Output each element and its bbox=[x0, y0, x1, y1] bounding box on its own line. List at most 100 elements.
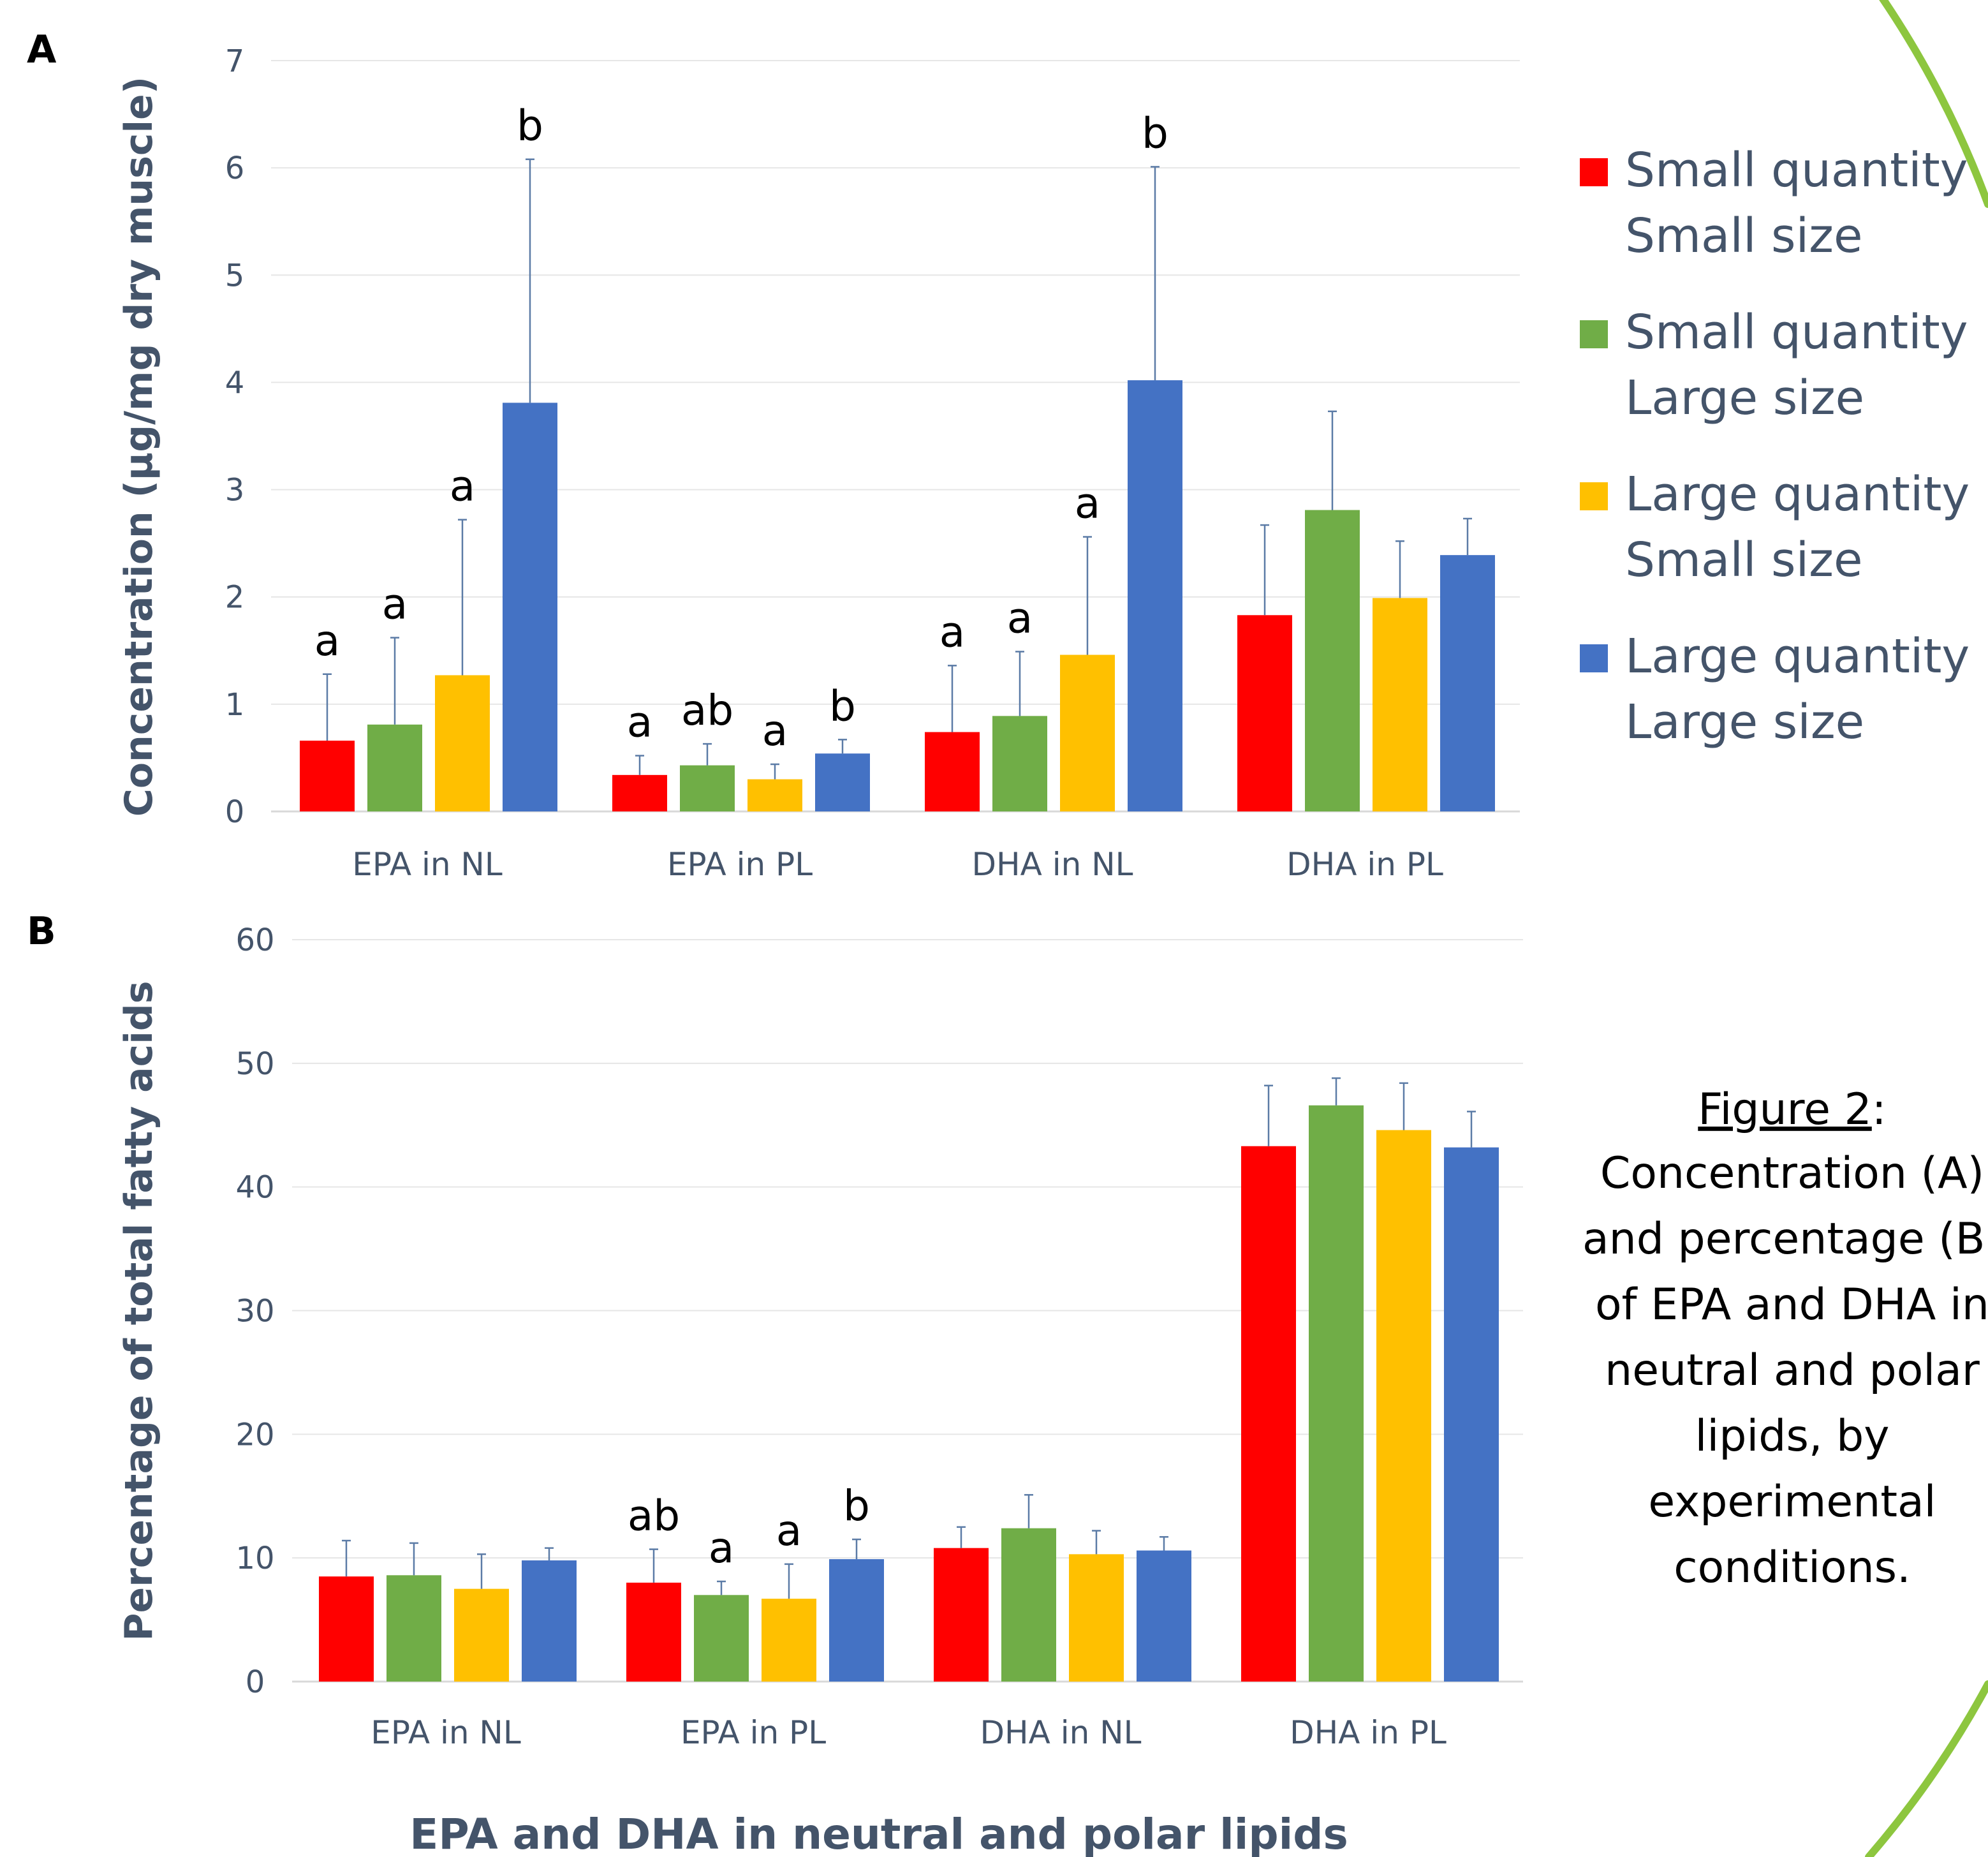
chart-b-bar bbox=[1241, 1146, 1296, 1682]
chart-a-y-tick-label: 6 bbox=[225, 151, 245, 186]
caption-line: experimental bbox=[1648, 1477, 1936, 1527]
chart-a-significance-label: a bbox=[450, 462, 475, 511]
legend-swatch bbox=[1580, 482, 1608, 510]
chart-a-bar bbox=[1128, 380, 1182, 811]
chart-a-significance-label: ab bbox=[681, 686, 733, 735]
legend-swatch bbox=[1580, 158, 1608, 186]
chart-b-y-tick-label: 40 bbox=[235, 1170, 274, 1206]
chart-b-significance-label: b bbox=[843, 1481, 870, 1530]
chart-b-y-tick-label: 0 bbox=[246, 1664, 265, 1700]
chart-a-bar bbox=[435, 675, 490, 811]
caption-line: conditions. bbox=[1674, 1543, 1910, 1593]
caption-title: Figure 2: bbox=[1698, 1084, 1886, 1135]
legend-label: Large size bbox=[1625, 371, 1864, 425]
chart-a-bar bbox=[612, 774, 667, 811]
chart-a-significance-label: a bbox=[382, 580, 408, 629]
chart-b-bar bbox=[1376, 1130, 1431, 1682]
caption-line: Concentration (A) bbox=[1600, 1148, 1984, 1199]
caption-title-colon: : bbox=[1872, 1084, 1887, 1135]
chart-a-bar bbox=[1373, 598, 1427, 811]
chart-b-bar bbox=[694, 1595, 749, 1682]
legend-label: Small quantity bbox=[1625, 305, 1968, 360]
chart-b-x-ticks: EPA in NL EPA in PL DHA in NL DHA in PL bbox=[371, 1714, 1447, 1751]
chart-b-bars: aba ab bbox=[319, 1077, 1499, 1682]
caption-line: lipids, by bbox=[1695, 1411, 1889, 1461]
chart-a-significance-label: b bbox=[1142, 108, 1168, 158]
panel-a-label: A bbox=[27, 27, 57, 72]
chart-b-bar bbox=[454, 1588, 509, 1682]
decorative-green-arc bbox=[1865, 0, 1988, 1857]
chart-a-x-tick-label: DHA in NL bbox=[972, 846, 1133, 883]
legend-swatch bbox=[1580, 320, 1608, 348]
legend-label: Large quantity bbox=[1625, 467, 1970, 522]
chart-b-y-tick-label: 30 bbox=[235, 1294, 274, 1329]
chart-a-significance-label: a bbox=[762, 706, 788, 755]
chart-b-bar bbox=[387, 1575, 441, 1682]
chart-a-bar bbox=[747, 779, 802, 811]
chart-a-x-ticks: EPA in NL EPA in PL DHA in NL DHA in PL bbox=[352, 846, 1443, 883]
chart-a-y-axis-title: Concentration (µg/mg dry muscle) bbox=[117, 77, 161, 817]
chart-b-y-axis-title: Percentage of total fatty acids bbox=[117, 981, 161, 1641]
chart-a-bar bbox=[992, 716, 1047, 811]
chart-a-x-tick-label: DHA in PL bbox=[1286, 846, 1443, 883]
chart-b-y-tick-label: 60 bbox=[235, 922, 274, 958]
chart-b-bar bbox=[1001, 1528, 1056, 1682]
chart-b-bar bbox=[1444, 1147, 1499, 1682]
chart-b-x-tick-label: EPA in PL bbox=[681, 1714, 826, 1751]
chart-a-x-tick-label: EPA in PL bbox=[667, 846, 813, 883]
legend-label: Small quantity bbox=[1625, 143, 1968, 198]
chart-a-significance-label: a bbox=[1007, 593, 1033, 642]
chart-b-x-tick-label: DHA in NL bbox=[980, 1714, 1142, 1751]
chart-a-x-tick-label: EPA in NL bbox=[352, 846, 503, 883]
chart-a-bar bbox=[1305, 510, 1360, 811]
chart-a-bar bbox=[1060, 655, 1115, 811]
chart-b-bar bbox=[1309, 1105, 1364, 1682]
chart-b-x-tick-label: DHA in PL bbox=[1290, 1714, 1447, 1751]
panel-b-label: B bbox=[27, 909, 56, 954]
chart-a-y-tick-label: 5 bbox=[225, 258, 245, 293]
chart-a-bar bbox=[367, 724, 422, 811]
chart-b-bar bbox=[522, 1560, 577, 1682]
chart-a-significance-label: a bbox=[1075, 479, 1100, 528]
caption-line: and percentage (B) bbox=[1582, 1214, 1988, 1264]
chart-a-bar bbox=[815, 753, 870, 811]
chart-a-y-tick-label: 4 bbox=[225, 365, 245, 401]
caption-line: neutral and polar bbox=[1605, 1345, 1980, 1396]
chart-a-bar bbox=[1440, 555, 1495, 811]
chart-a-y-tick-label: 1 bbox=[225, 687, 245, 723]
chart-b-bar bbox=[762, 1599, 816, 1682]
chart-b-bar bbox=[1069, 1554, 1124, 1682]
chart-a-bar bbox=[1237, 615, 1292, 811]
chart-b-significance-label: ab bbox=[628, 1491, 680, 1541]
chart-a-bar bbox=[680, 765, 735, 811]
chart-b-bar bbox=[934, 1548, 989, 1682]
chart-a-bar bbox=[503, 403, 557, 811]
chart-b-bar bbox=[829, 1559, 884, 1682]
chart-b-bar bbox=[626, 1582, 681, 1682]
chart-b-y-tick-label: 20 bbox=[235, 1417, 274, 1453]
legend-swatch bbox=[1580, 644, 1608, 672]
chart-a-significance-label: a bbox=[939, 607, 965, 656]
chart-a-y-tick-label: 2 bbox=[225, 580, 245, 616]
x-axis-title: EPA and DHA in neutral and polar lipids bbox=[409, 1810, 1348, 1857]
figure-caption: Figure 2: Concentration (A) and percenta… bbox=[1582, 1084, 1988, 1593]
legend-label: Small size bbox=[1625, 533, 1863, 588]
chart-a-significance-label: a bbox=[314, 616, 340, 665]
chart-a-significance-label: a bbox=[627, 698, 652, 747]
chart-a-significance-label: b bbox=[517, 101, 543, 151]
chart-a-bar bbox=[925, 732, 980, 811]
caption-title-text: Figure 2 bbox=[1698, 1084, 1872, 1135]
chart-a-significance-label: b bbox=[829, 681, 856, 730]
chart-a-y-tick-label: 3 bbox=[225, 473, 245, 508]
chart-a-y-tick-label: 7 bbox=[225, 43, 245, 79]
chart-a-bar bbox=[300, 741, 355, 811]
legend-label: Large size bbox=[1625, 695, 1864, 750]
chart-b-x-tick-label: EPA in NL bbox=[371, 1714, 521, 1751]
legend-label: Small size bbox=[1625, 209, 1863, 263]
chart-a-y-ticks: 0 1 2 3 4 5 6 7 bbox=[225, 43, 245, 830]
chart-a-y-tick-label: 0 bbox=[225, 794, 245, 830]
